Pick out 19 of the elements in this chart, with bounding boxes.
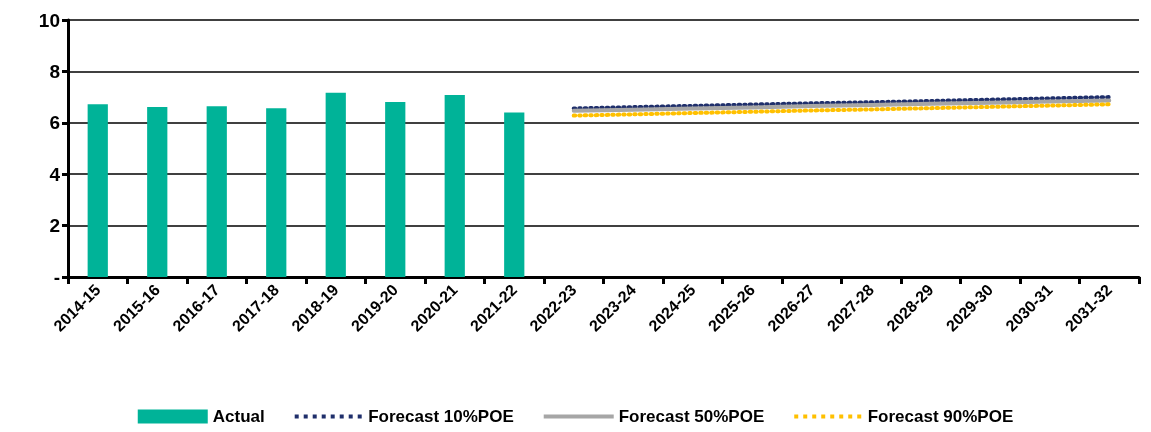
legend-label: Forecast 90%POE	[867, 407, 1014, 426]
legend-label: Actual	[212, 407, 265, 426]
y-tick-label: 8	[49, 60, 60, 82]
line-series	[571, 102, 1112, 118]
y-tick-label: -	[53, 266, 60, 288]
bar	[325, 92, 346, 277]
legend-label: Forecast 10%POE	[368, 407, 514, 426]
y-tick-label: 6	[49, 112, 60, 134]
y-tick-label: 10	[38, 9, 60, 31]
bar	[266, 108, 287, 277]
bar	[385, 101, 406, 277]
bar	[206, 106, 227, 277]
y-tick-label: 2	[49, 215, 60, 237]
bar	[504, 112, 525, 277]
bar	[444, 95, 465, 277]
bar	[87, 104, 108, 277]
legend-label: Forecast 50%POE	[618, 407, 765, 426]
bar	[147, 107, 168, 277]
y-tick-label: 4	[49, 163, 61, 185]
